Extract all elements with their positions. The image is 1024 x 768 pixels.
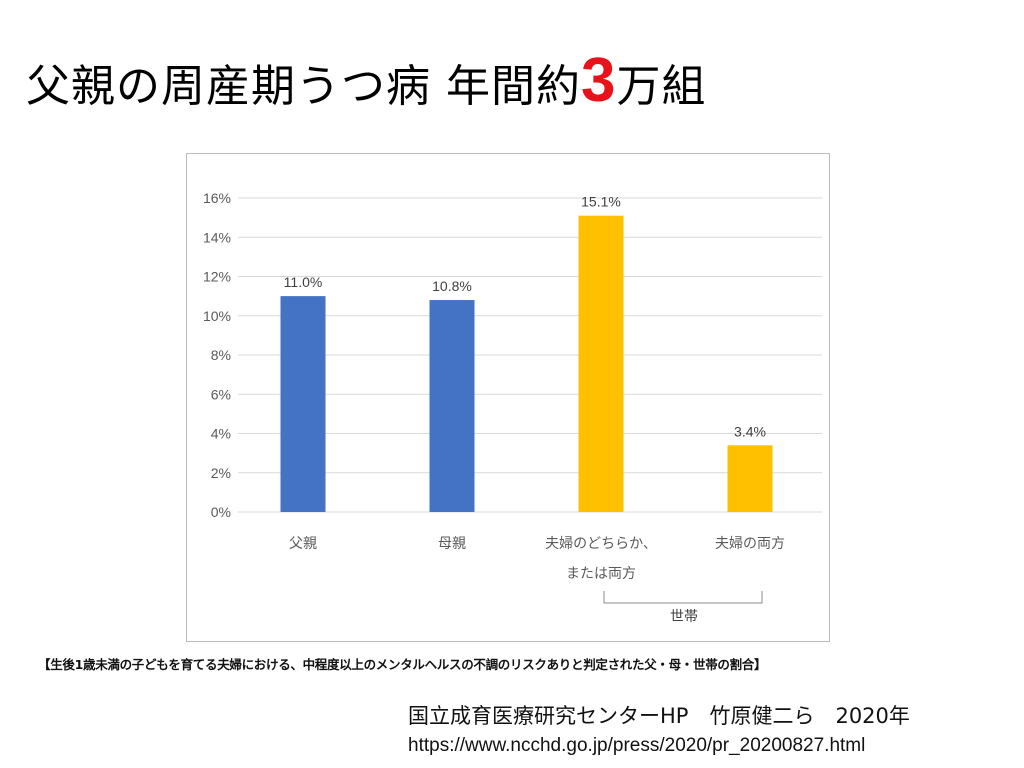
x-tick-label: 夫婦のどちらか、 [545, 535, 657, 552]
y-tick-label: 16% [203, 190, 231, 206]
y-tick-label: 12% [203, 269, 231, 285]
y-tick-label: 2% [211, 465, 231, 481]
title-prefix: 父親の周産期うつ病 年間約 [26, 61, 581, 112]
group-label: 世帯 [670, 609, 698, 625]
source-credit: 国立成育医療研究センターHP 竹原健二ら 2020年 [408, 704, 910, 728]
x-tick-label: または両方 [566, 566, 636, 582]
y-tick-label: 4% [211, 426, 231, 442]
bar [280, 296, 326, 512]
bar-chart [186, 153, 830, 642]
data-label: 15.1% [581, 194, 621, 210]
x-tick-label: 父親 [289, 536, 317, 552]
group-bracket [603, 591, 763, 604]
slide-title: 父親の周産期うつ病 年間約3万組 [26, 50, 706, 114]
x-tick-label: 母親 [438, 536, 466, 552]
y-tick-label: 10% [203, 308, 231, 324]
x-tick-label: 夫婦の両方 [715, 535, 785, 552]
y-tick-label: 8% [211, 347, 231, 363]
bar [727, 445, 773, 512]
chart-caption: 【生後1歳未満の子どもを育てる夫婦における、中程度以上のメンタルヘルスの不調のリ… [38, 657, 767, 672]
title-suffix: 万組 [616, 61, 707, 112]
bar [429, 300, 475, 512]
data-label: 3.4% [734, 423, 766, 439]
source-url[interactable]: https://www.ncchd.go.jp/press/2020/pr_20… [408, 735, 866, 756]
title-number: 3 [581, 46, 617, 115]
y-tick-label: 14% [203, 229, 231, 245]
bar [578, 215, 624, 512]
data-label: 10.8% [432, 278, 472, 294]
y-tick-label: 0% [211, 504, 231, 520]
data-label: 11.0% [284, 274, 323, 290]
y-tick-label: 6% [211, 386, 231, 402]
